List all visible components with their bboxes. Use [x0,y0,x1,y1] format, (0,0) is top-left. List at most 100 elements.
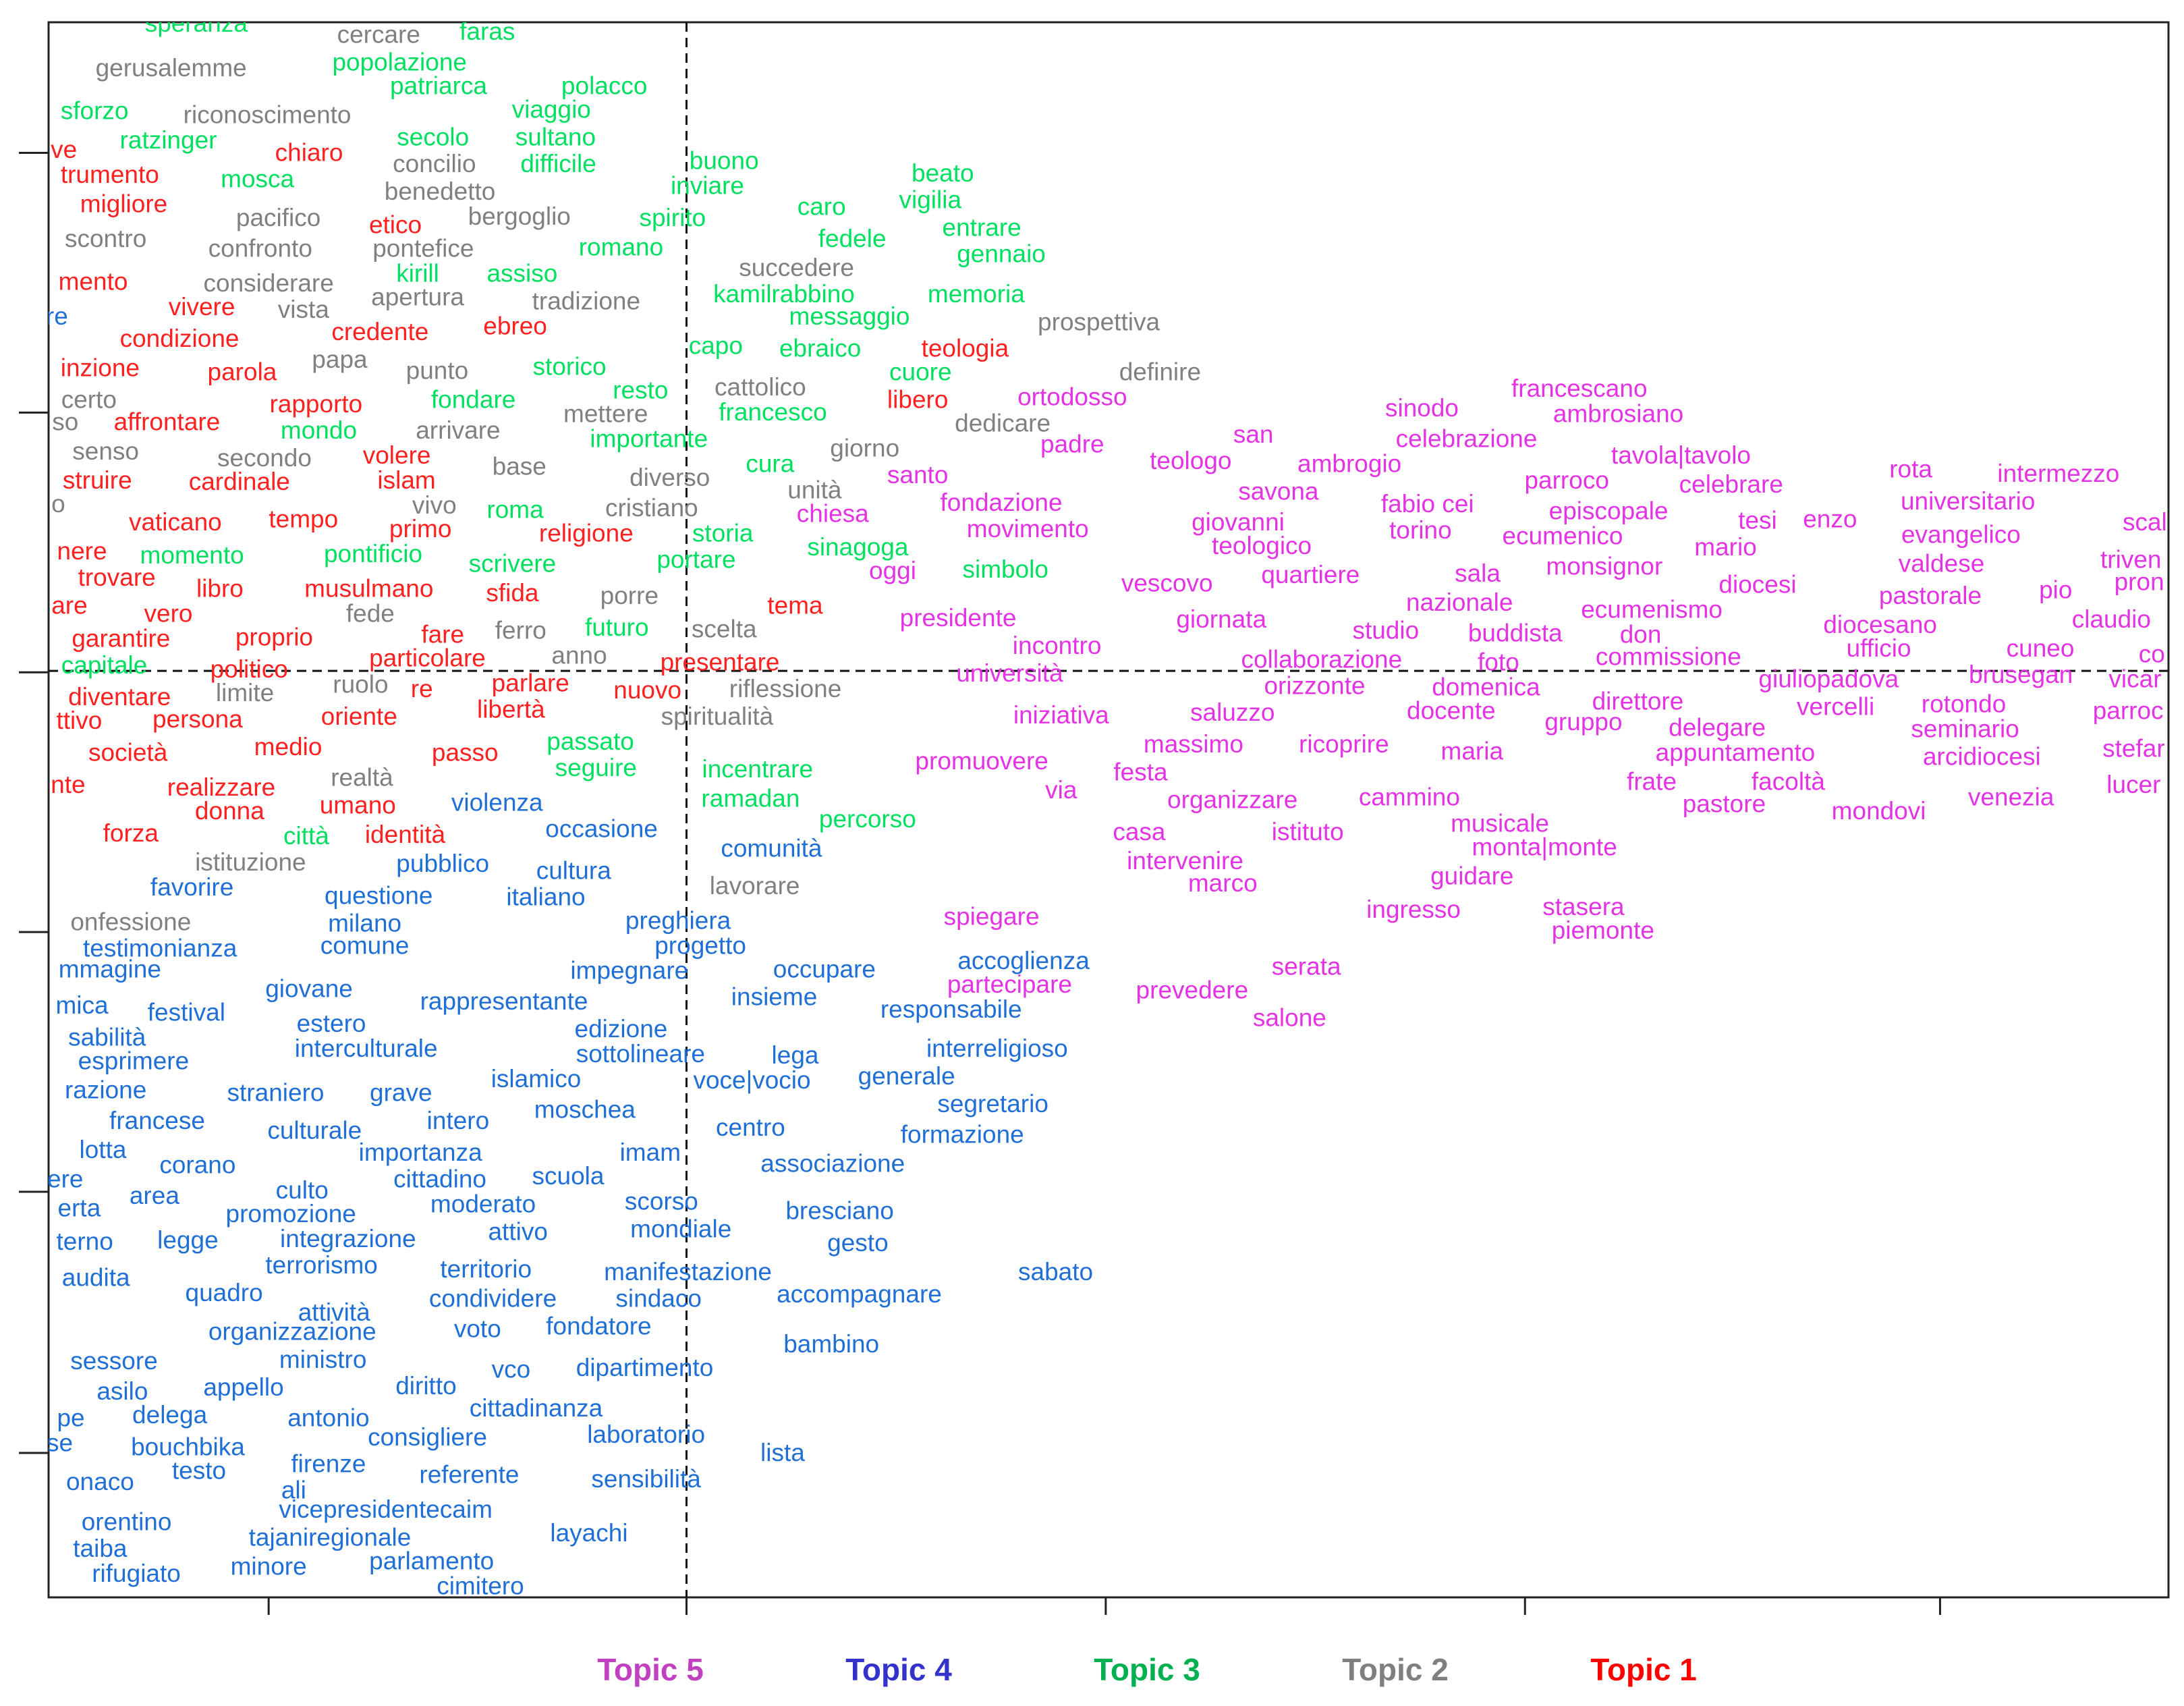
word-label: limite [216,679,274,707]
plot-frame [47,21,2170,1599]
word-label: torino [1389,516,1452,544]
word-label: ramadan [701,784,800,812]
word-label: lega [772,1041,819,1069]
word-label: patriarca [390,72,487,100]
word-label: terrorismo [265,1251,378,1279]
word-label: entrare [943,213,1021,241]
word-label: milano [328,910,401,937]
word-label: francese [109,1107,205,1134]
word-label: popolazione [332,49,467,76]
word-label: formazione [901,1120,1024,1148]
word-label: attività [298,1298,370,1326]
word-label: parlamento [369,1547,494,1574]
axes [19,22,2168,1615]
word-label: questione [325,881,432,909]
word-label: preghiera [625,906,731,934]
word-label: riflessione [729,675,842,703]
word-label: pron [2115,568,2164,595]
word-label: forza [103,819,159,847]
word-label: integrazione [280,1225,416,1253]
word-label: triven [2100,545,2161,573]
word-label: festival [148,998,225,1026]
word-label: messaggio [789,302,910,330]
word-label: apertura [371,283,464,310]
word-label: frate [1627,768,1677,796]
word-label: festa [1113,758,1168,786]
word-label: affrontare [114,408,221,436]
word-label: sensibilità [591,1465,701,1493]
word-label: seminario [1911,715,2019,742]
word-label: tradizione [532,287,640,315]
word-label: prevedere [1136,976,1249,1003]
word-label: diocesano [1823,611,1937,638]
word-label: ebraico [779,335,861,362]
word-label: concilio [393,150,476,177]
word-label: passato [547,727,634,755]
word-label: mento [59,268,128,296]
word-label: voto [454,1315,501,1343]
word-label: celebrazione [1396,424,1538,452]
word-label: società [88,738,168,766]
word-label: cittadinanza [470,1394,603,1422]
word-label: mondovi [1832,797,1926,825]
word-label: difficile [520,150,596,177]
word-label: nuovo [613,676,681,704]
word-label: percorso [819,805,916,833]
word-label: vicepresidentecaim [279,1495,493,1523]
word-label: orentino [82,1508,172,1536]
word-label: centro [716,1113,785,1141]
word-label: polacco [561,72,648,100]
word-label: iniziativa [1013,701,1109,729]
word-label: oggi [869,557,916,584]
word-label: movimento [967,515,1089,543]
word-label: monsignor [1546,553,1663,580]
word-label: ricoprire [1299,730,1389,758]
word-label: bresciano [785,1197,893,1225]
word-label: futuro [585,613,649,641]
word-label: promozione [226,1200,356,1228]
word-label: universitario [1901,487,2035,515]
word-label: umano [320,792,396,819]
word-label: pacifico [236,204,320,231]
word-label: realizzare [167,773,275,801]
word-label: via [1045,776,1077,804]
word-label: rappresentante [420,987,588,1015]
word-label: don [1620,621,1662,649]
legend-entry: Topic 2 [1342,1652,1449,1687]
word-label: inviare [671,172,744,200]
word-label: ebreo [483,312,547,340]
word-label: ferro [495,616,547,644]
word-label: buono [690,147,759,175]
word-label: comune [320,932,410,960]
word-label: ambrogio [1297,449,1401,477]
word-label: referente [419,1461,519,1489]
word-label: cura [746,449,794,477]
word-label: università [956,659,1063,687]
word-label: ttivo [56,707,102,734]
word-label: pe [57,1404,84,1431]
word-label: rotondo [1922,690,2007,717]
word-label: organizzazione [208,1318,376,1346]
word-label: interreligioso [926,1035,1068,1062]
word-label: vista [278,296,330,323]
word-cloud: ortodosso francescano sinodo ambrosiano san c… [49,22,2167,1597]
word-label: pubblico [396,850,489,877]
word-label: importante [590,424,708,452]
word-label: roma [486,495,544,523]
word-label: piemonte [1552,916,1654,944]
word-label: fedele [818,225,887,252]
word-label: sabilità [68,1023,146,1051]
word-label: memoria [928,280,1025,308]
word-label: musicale [1451,809,1549,837]
word-label: razione [65,1076,146,1104]
word-label: pastorale [1879,582,1982,609]
word-label: confronto [208,234,312,262]
word-label: scorso [625,1187,698,1215]
word-label: santo [887,461,949,489]
word-label: massimo [1144,730,1243,758]
word-label: generale [858,1062,955,1090]
word-label: delegare [1669,713,1766,741]
word-label: insieme [731,983,818,1011]
word-label: proprio [235,624,313,651]
word-label: intermezzo [1997,460,2119,487]
